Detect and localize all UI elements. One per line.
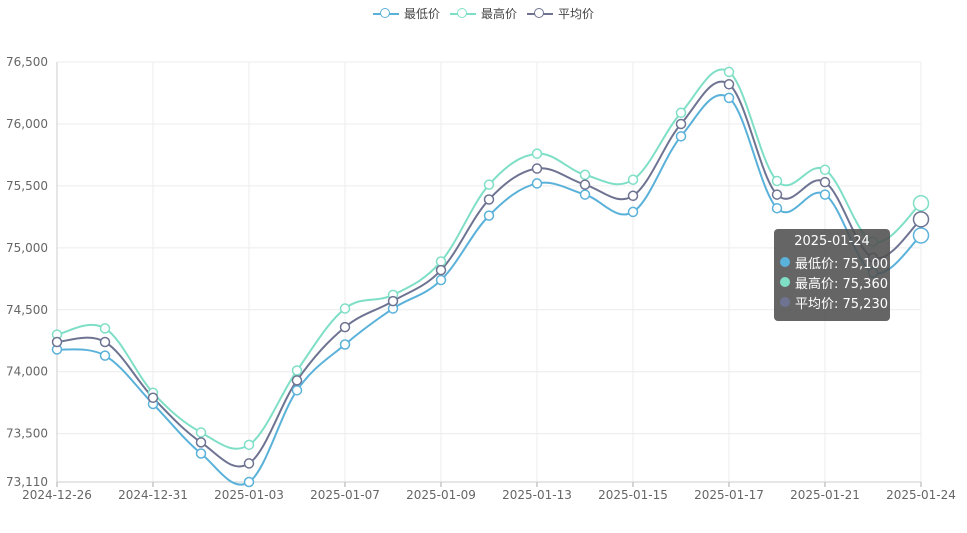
data-point[interactable] [483, 179, 495, 190]
data-point[interactable] [531, 163, 543, 174]
data-point[interactable] [291, 375, 303, 386]
x-tick-label: 2025-01-15 [598, 488, 668, 502]
data-point[interactable] [291, 385, 303, 396]
tooltip-row-label: 最低价: 75,100 [795, 256, 888, 272]
tooltip-row-label: 平均价: 75,230 [795, 296, 888, 312]
tooltip-dot [780, 257, 790, 267]
axes: 73,110 73,500 74,000 74,500 75,000 75,500 76,0… [6, 55, 956, 502]
data-point[interactable] [483, 210, 495, 221]
data-point[interactable] [579, 169, 591, 180]
legend-swatch [527, 7, 553, 21]
data-point[interactable] [819, 189, 831, 200]
data-point[interactable] [819, 176, 831, 188]
legend-swatch [449, 7, 476, 21]
data-point[interactable] [912, 227, 930, 244]
data-point[interactable] [675, 118, 687, 130]
tooltip-dot [780, 277, 790, 287]
x-tick-label: 2025-01-07 [310, 488, 380, 502]
data-point[interactable] [147, 392, 159, 404]
data-point[interactable] [387, 295, 399, 307]
y-tick-label: 73,110 [6, 475, 48, 489]
data-point[interactable] [771, 189, 783, 200]
legend-item[interactable]: 最高价 [449, 5, 517, 22]
data-point[interactable] [912, 211, 930, 228]
data-point[interactable] [819, 164, 831, 176]
y-tick-label: 73,500 [6, 427, 48, 441]
tooltip-row-label: 最高价: 75,360 [795, 276, 888, 292]
x-tick-label: 2024-12-26 [22, 488, 92, 502]
y-tick-label: 74,000 [6, 365, 48, 379]
data-point[interactable] [195, 427, 207, 438]
data-point[interactable] [531, 178, 543, 189]
data-point[interactable] [531, 148, 543, 159]
x-tick-label: 2025-01-09 [406, 488, 476, 502]
data-point[interactable] [771, 175, 783, 187]
x-tick-label: 2025-01-17 [694, 488, 764, 502]
tooltip-row: 最低价: 75,100 [780, 252, 888, 272]
y-tick-label: 76,500 [6, 55, 48, 69]
y-tick-label: 75,000 [6, 241, 48, 255]
data-point[interactable] [339, 321, 351, 333]
data-point[interactable] [675, 131, 687, 142]
legend-item[interactable]: 平均价 [527, 5, 594, 22]
data-point[interactable] [627, 206, 639, 218]
data-point[interactable] [627, 190, 639, 202]
data-point[interactable] [291, 365, 303, 376]
data-point[interactable] [483, 194, 495, 205]
tooltip: 2025-01-24 最低价: 75,100 最高价: 75,360 平均价: … [774, 229, 890, 321]
data-point[interactable] [912, 194, 930, 212]
y-tick-label: 76,000 [6, 117, 48, 131]
legend: 最低价 最高价 平均价 [0, 5, 967, 22]
data-point[interactable] [723, 92, 735, 104]
data-point[interactable] [435, 274, 447, 286]
data-point[interactable] [243, 476, 255, 488]
y-tick-label: 75,500 [6, 179, 48, 193]
legend-label: 最低价 [403, 7, 440, 21]
data-point[interactable] [579, 179, 591, 190]
data-point[interactable] [195, 448, 207, 459]
y-tick-label: 74,500 [6, 303, 48, 317]
tooltip-row: 平均价: 75,230 [780, 292, 888, 312]
data-point[interactable] [627, 174, 639, 185]
x-tick-label: 2025-01-13 [502, 488, 572, 502]
data-point[interactable] [99, 336, 111, 348]
data-point[interactable] [675, 107, 687, 119]
data-point[interactable] [195, 437, 207, 448]
x-tick-label: 2024-12-31 [118, 488, 188, 502]
x-tick-label: 2025-01-21 [790, 488, 860, 502]
series-group [51, 66, 930, 488]
x-tick-label: 2025-01-24 [886, 488, 956, 502]
data-point[interactable] [579, 189, 591, 200]
legend-swatch [372, 7, 399, 21]
data-point[interactable] [243, 458, 255, 469]
data-point[interactable] [771, 202, 783, 214]
data-point[interactable] [99, 323, 111, 334]
data-point[interactable] [339, 339, 351, 350]
tooltip-dot [780, 297, 790, 307]
data-point[interactable] [435, 256, 447, 267]
legend-item[interactable]: 最低价 [372, 5, 440, 22]
data-point[interactable] [723, 79, 735, 90]
data-point[interactable] [99, 350, 111, 361]
data-point[interactable] [243, 439, 255, 451]
data-point[interactable] [723, 66, 735, 78]
data-point[interactable] [435, 264, 447, 276]
tooltip-row: 最高价: 75,360 [780, 272, 888, 292]
legend-label: 平均价 [558, 7, 595, 21]
legend-label: 最高价 [480, 7, 517, 21]
data-point[interactable] [51, 336, 63, 348]
data-point[interactable] [339, 303, 351, 314]
tooltip-title: 2025-01-24 [794, 234, 870, 249]
x-tick-label: 2025-01-03 [214, 488, 284, 502]
